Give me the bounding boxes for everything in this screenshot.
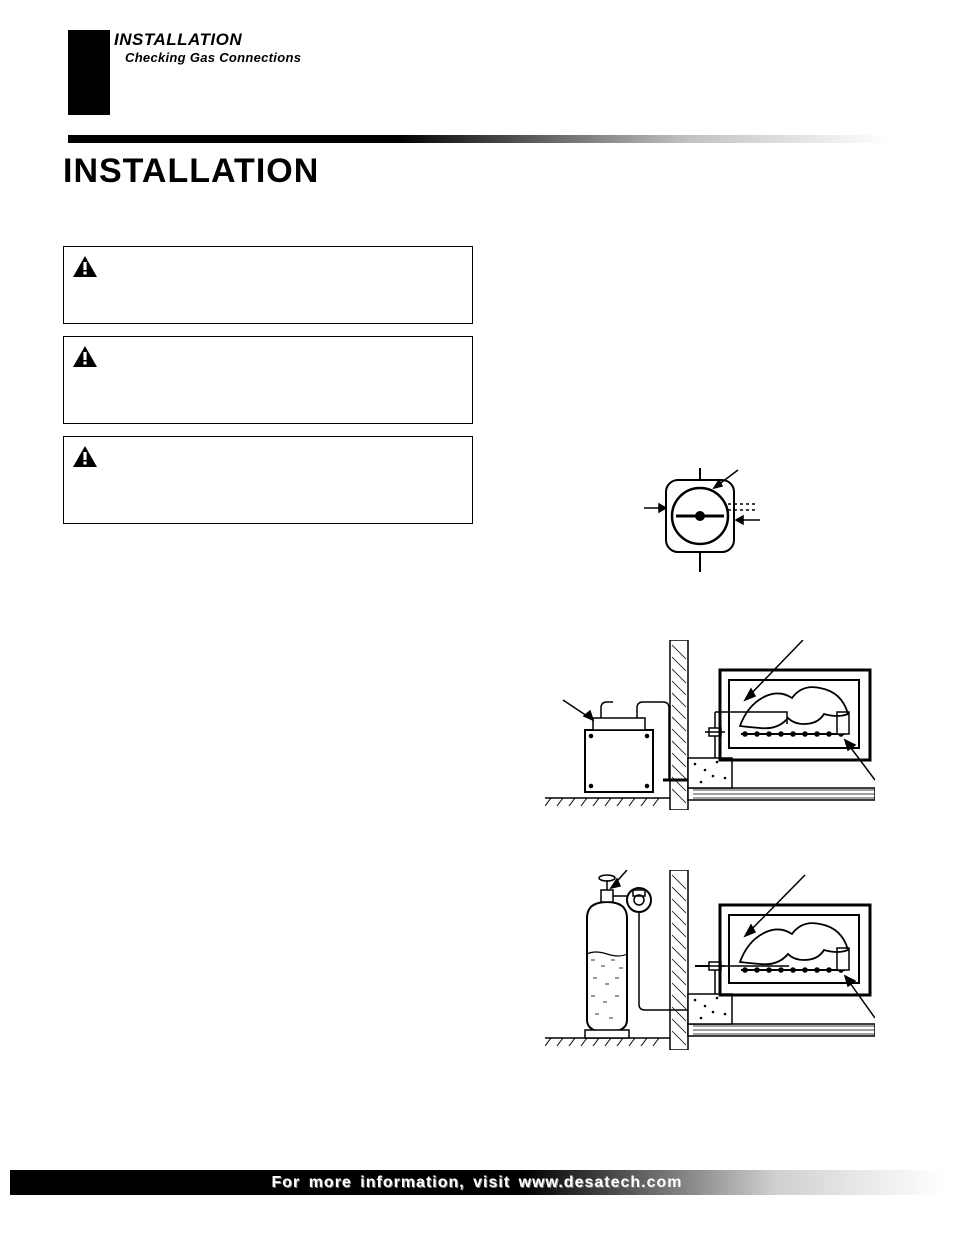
warning-box-3 (63, 436, 473, 524)
page-root: INSTALLATION Checking Gas Connections IN… (0, 0, 954, 1235)
header-black-block (68, 30, 110, 115)
figure-gas-valve (640, 460, 760, 580)
warning-triangle-icon (72, 345, 98, 369)
header-bar: INSTALLATION Checking Gas Connections (68, 30, 301, 115)
footer-bar: For more information, visit www.desatech… (10, 1170, 944, 1195)
page-title: INSTALLATION (63, 152, 319, 191)
warning-box-2 (63, 336, 473, 424)
figure-tank-fireplace (545, 870, 875, 1050)
header-text-block: INSTALLATION Checking Gas Connections (114, 30, 301, 65)
header-subsection: Checking Gas Connections (125, 50, 301, 65)
warning-box-1 (63, 246, 473, 324)
header-section: INSTALLATION (114, 30, 301, 50)
warning-triangle-icon (72, 255, 98, 279)
horizontal-rule-gradient (68, 135, 888, 143)
warning-triangle-icon (72, 445, 98, 469)
figure-meter-fireplace (545, 640, 875, 810)
